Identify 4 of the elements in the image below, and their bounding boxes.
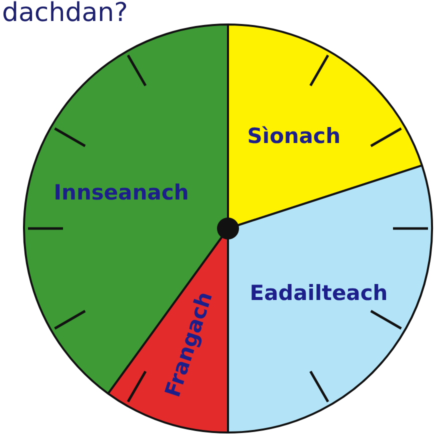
chart-title: dachdan? xyxy=(2,0,128,28)
slice-label: Eadailteach xyxy=(250,280,388,305)
slice-label: Innseanach xyxy=(54,180,189,204)
legend-label: Sìonach xyxy=(247,124,341,148)
